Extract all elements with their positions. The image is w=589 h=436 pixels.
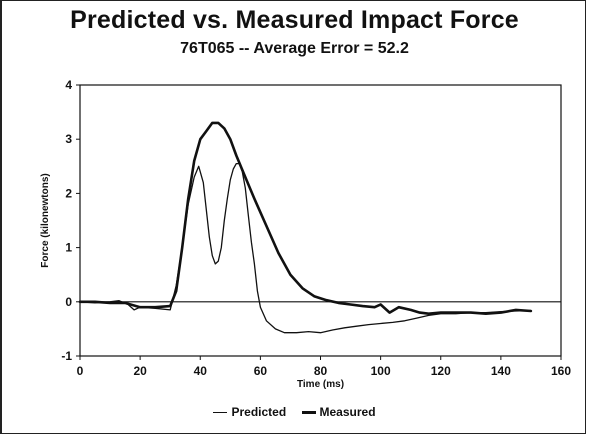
legend-label-predicted: Predicted [231, 405, 286, 419]
x-tick-label: 100 [371, 364, 391, 378]
legend-label-measured: Measured [320, 405, 376, 419]
x-tick-label: 0 [77, 364, 84, 378]
y-tick-label: -1 [61, 349, 72, 363]
plot-area-border [80, 85, 561, 356]
y-tick-label: 1 [65, 241, 72, 255]
legend-item-predicted: Predicted [213, 405, 286, 419]
y-tick-label: 4 [65, 78, 72, 92]
y-tick-label: 0 [65, 295, 72, 309]
series-line-measured [80, 123, 531, 314]
legend-item-measured: Measured [302, 405, 376, 419]
x-tick-label: 60 [254, 364, 268, 378]
x-axis-title: Time (ms) [297, 379, 344, 390]
y-tick-label: 3 [65, 132, 72, 146]
legend-swatch-measured [302, 411, 316, 414]
y-axis-title: Force (kilonewtons) [40, 173, 51, 267]
legend-swatch-predicted [213, 412, 227, 413]
y-tick-label: 2 [65, 186, 72, 200]
x-tick-label: 140 [491, 364, 511, 378]
x-tick-label: 20 [133, 364, 147, 378]
chart-legend: Predicted Measured [0, 405, 589, 419]
x-tick-label: 160 [551, 364, 571, 378]
x-tick-label: 40 [194, 364, 208, 378]
x-tick-label: 120 [431, 364, 451, 378]
x-tick-label: 80 [314, 364, 328, 378]
